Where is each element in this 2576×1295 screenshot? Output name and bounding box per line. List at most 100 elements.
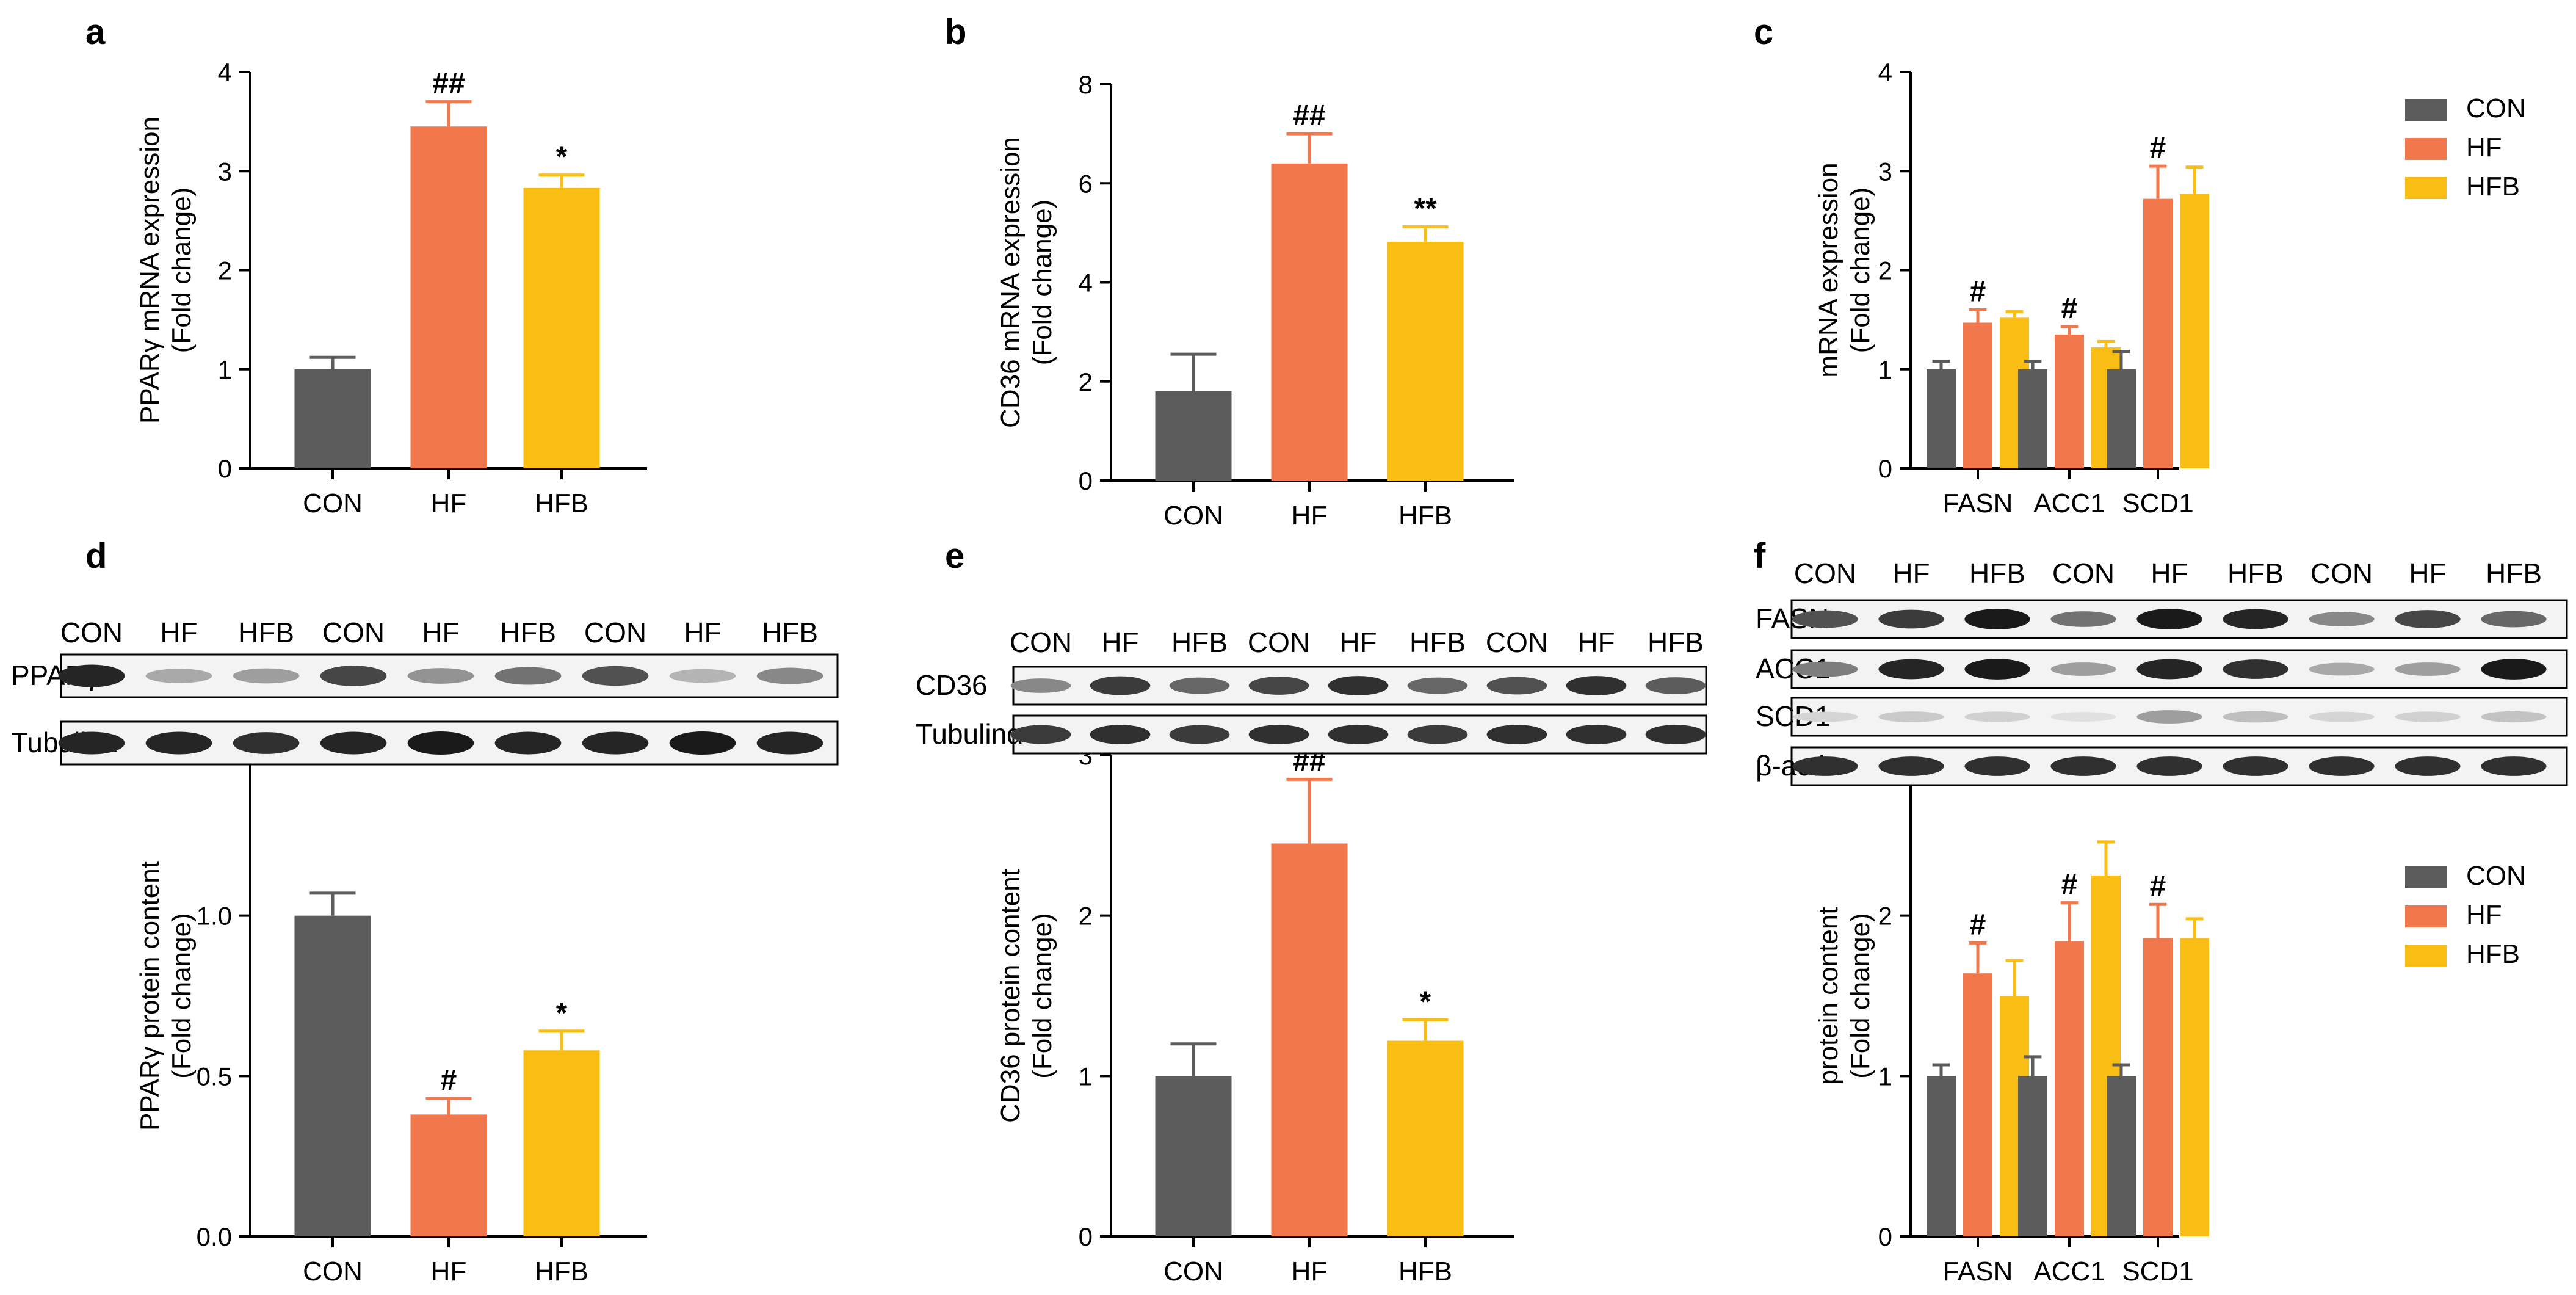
bar xyxy=(523,1050,600,1236)
panel-label-c: c xyxy=(1754,12,1773,52)
lane-label: HF xyxy=(160,617,197,648)
y-tick-label: 2 xyxy=(218,256,232,285)
western-blot-e: CON HF HFB CON HF HFB CON HF HFB CD36 Tubulinα xyxy=(916,626,1707,755)
blot-band xyxy=(2309,662,2375,676)
blot-band xyxy=(2136,756,2202,776)
blot-band xyxy=(2309,711,2375,722)
blot-band xyxy=(1878,659,1944,680)
y-axis-label: protein content xyxy=(1814,907,1843,1084)
y-tick-label: 3 xyxy=(1878,157,1892,186)
y-axis-label: CD36 mRNA expression xyxy=(996,137,1026,428)
y-axis-label-2: (Fold change) xyxy=(1845,187,1875,353)
bar xyxy=(1271,163,1348,481)
blot-band xyxy=(2395,662,2461,676)
lane-label: CON xyxy=(1248,626,1310,658)
blot-band xyxy=(2223,756,2288,776)
blot-row-label: CD36 xyxy=(916,669,988,701)
blot-band xyxy=(145,669,212,683)
x-tick-label: SCD1 xyxy=(2122,488,2193,518)
blot-band xyxy=(1964,609,2030,629)
significance-mark: * xyxy=(556,997,568,1029)
lane-label: CON xyxy=(584,617,646,648)
y-tick-label: 4 xyxy=(1079,269,1093,297)
blot-band xyxy=(1248,677,1309,695)
y-tick-label: 0 xyxy=(1079,466,1093,495)
bar xyxy=(1155,391,1232,481)
bar xyxy=(1963,973,1992,1236)
legend-swatch xyxy=(2405,177,2447,199)
blot-band xyxy=(58,664,125,687)
legend-swatch xyxy=(2405,945,2447,967)
panel-label-b: b xyxy=(945,12,966,52)
significance-mark: * xyxy=(556,141,568,173)
blot-band xyxy=(582,666,649,686)
x-tick-label: FASN xyxy=(1943,488,2013,518)
blot-band xyxy=(2395,711,2461,722)
blot-band xyxy=(1964,756,2030,776)
bar xyxy=(410,126,487,469)
bar xyxy=(2107,369,2136,468)
blot-band xyxy=(233,668,300,684)
significance-mark: # xyxy=(2061,869,2078,901)
blot-band xyxy=(1792,661,1858,677)
blot-band xyxy=(2223,711,2288,723)
y-tick-label: 4 xyxy=(218,58,232,87)
blot-band xyxy=(2481,711,2547,723)
blot-band xyxy=(1010,725,1071,744)
blot-band xyxy=(1328,676,1389,695)
x-tick-label: HF xyxy=(431,1257,467,1286)
bar xyxy=(294,369,371,468)
blot-band xyxy=(1486,725,1547,744)
blot-band xyxy=(2136,710,2202,724)
lane-label: CON xyxy=(1794,557,1856,589)
bar xyxy=(294,915,371,1236)
blot-band xyxy=(2050,712,2116,722)
y-tick-label: 6 xyxy=(1079,169,1093,198)
significance-mark: # xyxy=(2150,870,2166,902)
x-tick-label: HF xyxy=(431,488,467,518)
blot-band xyxy=(1878,711,1944,722)
bar xyxy=(1927,369,1956,468)
y-axis-label-2: (Fold change) xyxy=(167,187,197,353)
blot-band xyxy=(1566,676,1627,695)
panel-label-a: a xyxy=(85,12,106,52)
chart-f: 0123protein content(Fold change)#FASN#AC… xyxy=(1814,741,2526,1286)
x-tick-label: CON xyxy=(1163,501,1223,531)
blot-band xyxy=(2481,756,2547,776)
bar xyxy=(2143,938,2173,1236)
y-tick-label: 1 xyxy=(1079,1062,1093,1090)
lane-label: HFB xyxy=(1648,626,1704,658)
significance-mark: ## xyxy=(1293,100,1325,132)
significance-mark: # xyxy=(2150,132,2166,164)
legend-swatch xyxy=(2405,99,2447,121)
significance-mark: # xyxy=(2061,292,2078,325)
y-tick-label: 1.0 xyxy=(197,902,232,930)
significance-mark: ## xyxy=(432,68,465,100)
lane-label: HF xyxy=(2409,557,2446,589)
bar xyxy=(2018,369,2047,468)
legend-label: HFB xyxy=(2466,939,2520,969)
blot-band xyxy=(2395,610,2461,628)
y-axis-label-2: (Fold change) xyxy=(167,913,197,1078)
y-tick-label: 0 xyxy=(1878,454,1892,483)
lane-label: HFB xyxy=(238,617,294,648)
blot-band xyxy=(145,731,212,755)
y-tick-label: 1 xyxy=(1878,355,1892,384)
blot-band xyxy=(1407,725,1468,744)
blot-band xyxy=(1169,725,1230,744)
lane-label: HFB xyxy=(2227,557,2284,589)
lane-label: HFB xyxy=(2486,557,2542,589)
blot-band xyxy=(1486,677,1547,695)
bar xyxy=(1387,241,1464,481)
y-tick-label: 1 xyxy=(1878,1062,1892,1090)
blot-band xyxy=(1878,756,1944,776)
blot-band xyxy=(2395,756,2461,776)
y-tick-label: 3 xyxy=(218,157,232,186)
y-tick-label: 0.5 xyxy=(197,1062,232,1090)
bar xyxy=(523,187,600,468)
blot-band xyxy=(58,731,125,755)
lane-label: HF xyxy=(1339,626,1377,658)
bar xyxy=(2180,938,2209,1236)
x-tick-label: CON xyxy=(303,488,363,518)
blot-band xyxy=(2136,659,2202,680)
